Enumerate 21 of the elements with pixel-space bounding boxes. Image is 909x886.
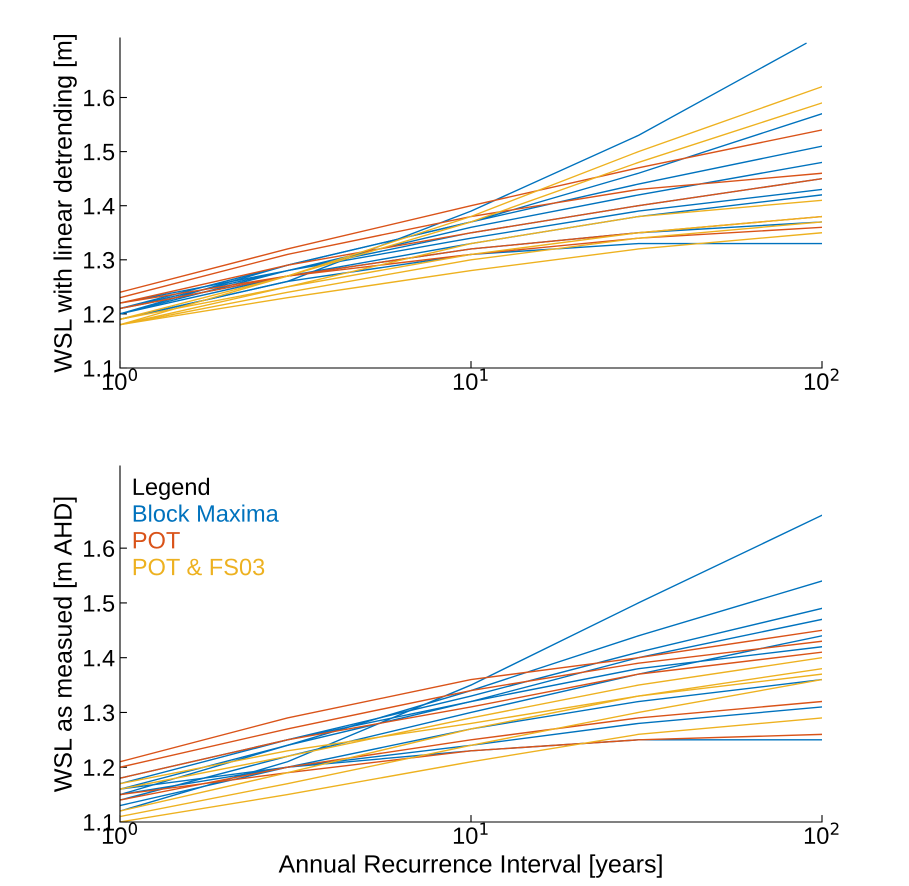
x-tick-label: 10$^{1}$ bbox=[454, 368, 488, 390]
y-tick-label: 1.4 bbox=[84, 650, 114, 666]
x-tick-label: 10$^{2}$ bbox=[804, 368, 838, 390]
y-tick-label: 1.6 bbox=[84, 540, 114, 557]
y-tick-label: 1.5 bbox=[84, 144, 114, 160]
x-axis-title: Annual Recurrence Interval [years] bbox=[278, 854, 662, 878]
x-tick-label: 10$^{1}$ bbox=[454, 822, 488, 844]
x-tick-label: 10$^{2}$ bbox=[804, 822, 838, 844]
legend-title: Legend bbox=[134, 478, 210, 500]
y-tick-label: 1.3 bbox=[84, 252, 114, 269]
y-tick-label: 1.2 bbox=[84, 306, 114, 322]
y-tick-label: 1.5 bbox=[84, 595, 114, 612]
text: POT bbox=[134, 532, 180, 549]
y-tick-label: 1.4 bbox=[84, 198, 114, 214]
text: POT & FS03 bbox=[134, 558, 264, 576]
y-tick-label: 1.6 bbox=[84, 90, 114, 106]
y-tick-label: 1.2 bbox=[84, 759, 114, 776]
y-tick-label: 1.3 bbox=[84, 704, 114, 722]
y-axis-title: WSL with linear detrending [m] bbox=[53, 35, 77, 373]
y-axis-title: WSL as measued [m AHD] bbox=[53, 498, 77, 792]
text: Block Maxima bbox=[134, 504, 279, 522]
